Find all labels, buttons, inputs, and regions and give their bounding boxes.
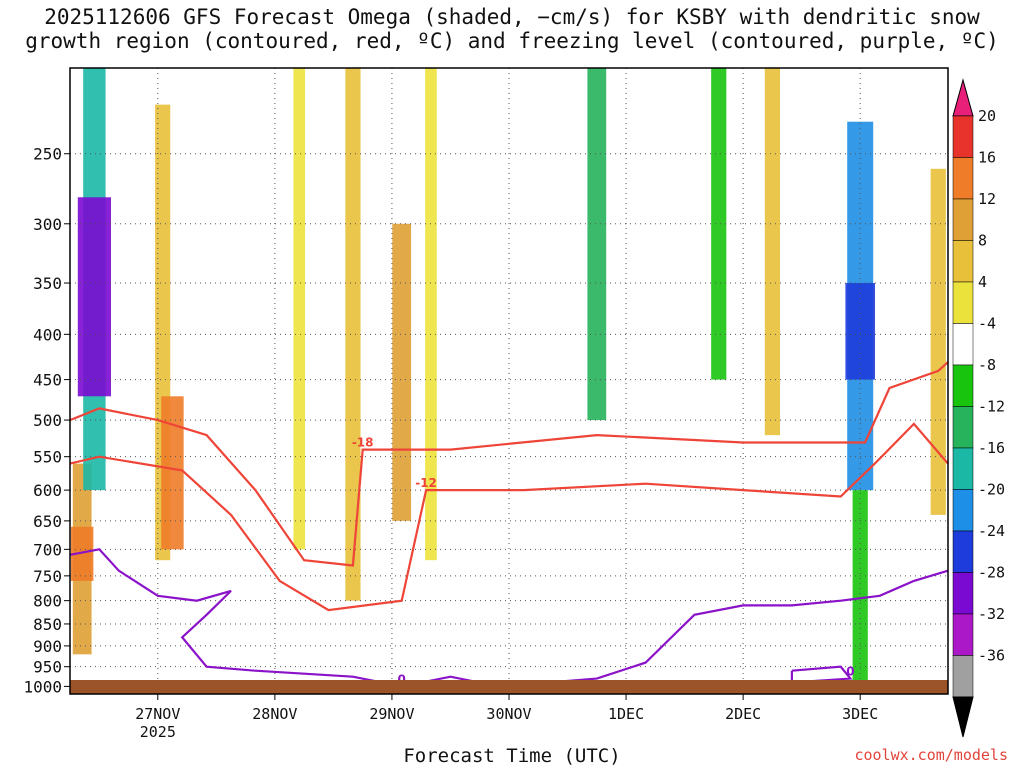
y-tick-label: 700 xyxy=(33,540,62,559)
shading-patch xyxy=(70,526,94,581)
x-axis-ticks: 27NOV 28NOV 29NOV 30NOV 1DEC 2DEC 3DEC 2025 xyxy=(135,694,878,741)
y-tick-label: 550 xyxy=(33,448,62,467)
colorbar-segment xyxy=(952,281,974,324)
colorbar-tick-label: -16 xyxy=(978,439,1005,457)
colorbar: 20 16 12 8 4 -4 -8 -12 -16 -20 -24 -28 -32 -36 xyxy=(952,78,1005,738)
shading-patch xyxy=(764,68,780,436)
y-tick-label: 450 xyxy=(33,371,62,390)
shading-patch xyxy=(930,168,946,515)
shading-patch xyxy=(161,396,184,550)
shading-patch xyxy=(425,68,437,561)
x-tick-label: 28NOV xyxy=(252,705,297,723)
x-tick-label: 1DEC xyxy=(608,705,644,723)
x-tick-label: 27NOV xyxy=(135,705,180,723)
y-tick-label: 250 xyxy=(33,145,62,164)
dendritic-contour xyxy=(69,361,949,567)
dendritic-contour-label: -12 xyxy=(415,476,437,490)
contour-lines: -18 -12 0 0 xyxy=(69,361,949,688)
y-tick-label: 850 xyxy=(33,615,62,634)
colorbar-tick-label: -24 xyxy=(978,522,1005,540)
colorbar-segment xyxy=(952,530,974,573)
y-tick-label: 600 xyxy=(33,481,62,500)
y-tick-label: 650 xyxy=(33,512,62,531)
colorbar-tick-label: 20 xyxy=(978,107,996,125)
shading-patch xyxy=(293,68,306,550)
colorbar-tick-label: -20 xyxy=(978,481,1005,499)
colorbar-segment xyxy=(952,157,974,200)
shading-patch xyxy=(392,223,412,521)
colorbar-tick-label: 12 xyxy=(978,190,996,208)
colorbar-tick-label: 8 xyxy=(978,232,987,250)
y-tick-label: 800 xyxy=(33,592,62,611)
colorbar-segment xyxy=(952,323,974,366)
colorbar-bottom-arrow xyxy=(952,696,974,738)
x-tick-label: 29NOV xyxy=(369,705,414,723)
colorbar-tick-label: -32 xyxy=(978,605,1005,623)
x-tick-label: 3DEC xyxy=(842,705,878,723)
y-axis-ticks: 250 300 350 400 450 500 550 600 650 700 750 800 850 9… xyxy=(23,145,70,696)
colorbar-segment xyxy=(952,613,974,656)
y-tick-label: 950 xyxy=(33,658,62,677)
x-tick-label: 30NOV xyxy=(486,705,531,723)
y-tick-label: 500 xyxy=(33,411,62,430)
colorbar-segment xyxy=(952,655,974,698)
y-tick-label: 350 xyxy=(33,274,62,293)
colorbar-tick-label: -12 xyxy=(978,398,1005,416)
terrain-ground xyxy=(70,680,948,694)
y-tick-label: 400 xyxy=(33,325,62,344)
colorbar-tick-label: 4 xyxy=(978,273,987,291)
colorbar-segment xyxy=(952,406,974,449)
chart-title-line-2: growth region (contoured, red, ºC) and f… xyxy=(25,29,999,53)
colorbar-tick-label: 16 xyxy=(978,149,996,167)
x-tick-label: 2DEC xyxy=(725,705,761,723)
colorbar-tick-label: -36 xyxy=(978,647,1005,665)
colorbar-segment xyxy=(952,447,974,490)
colorbar-segment xyxy=(952,115,974,158)
colorbar-tick-label: -8 xyxy=(978,356,996,374)
x-axis-label: Forecast Time (UTC) xyxy=(403,745,621,767)
freezing-level-contour xyxy=(790,665,853,684)
credit-text: coolwx.com/models xyxy=(854,746,1008,764)
shading-patch xyxy=(711,68,727,380)
y-tick-label: 300 xyxy=(33,215,62,234)
colorbar-segment xyxy=(952,572,974,615)
colorbar-segment xyxy=(952,364,974,407)
y-tick-label: 1000 xyxy=(23,677,62,696)
colorbar-segment xyxy=(952,489,974,532)
shading-patch xyxy=(77,197,111,397)
chart-title-line-1: 2025112606 GFS Forecast Omega (shaded, −… xyxy=(44,5,980,29)
omega-shading xyxy=(70,68,946,687)
colorbar-top-arrow xyxy=(952,78,974,117)
y-tick-label: 900 xyxy=(33,637,62,656)
freezing-level-contour-label: 0 xyxy=(398,672,406,686)
y-tick-label: 750 xyxy=(33,567,62,586)
shading-patch xyxy=(587,68,607,421)
shading-patch xyxy=(845,283,875,380)
colorbar-segment xyxy=(952,198,974,241)
freezing-level-contour xyxy=(69,548,949,688)
colorbar-tick-label: -4 xyxy=(978,315,996,333)
x-tick-year: 2025 xyxy=(140,723,176,741)
shading-patch xyxy=(345,68,361,601)
dendritic-contour-label: -18 xyxy=(352,436,374,450)
freezing-level-contour-label: 0 xyxy=(846,665,854,679)
colorbar-segment xyxy=(952,240,974,283)
dendritic-contour xyxy=(69,422,949,612)
colorbar-tick-label: -28 xyxy=(978,564,1005,582)
